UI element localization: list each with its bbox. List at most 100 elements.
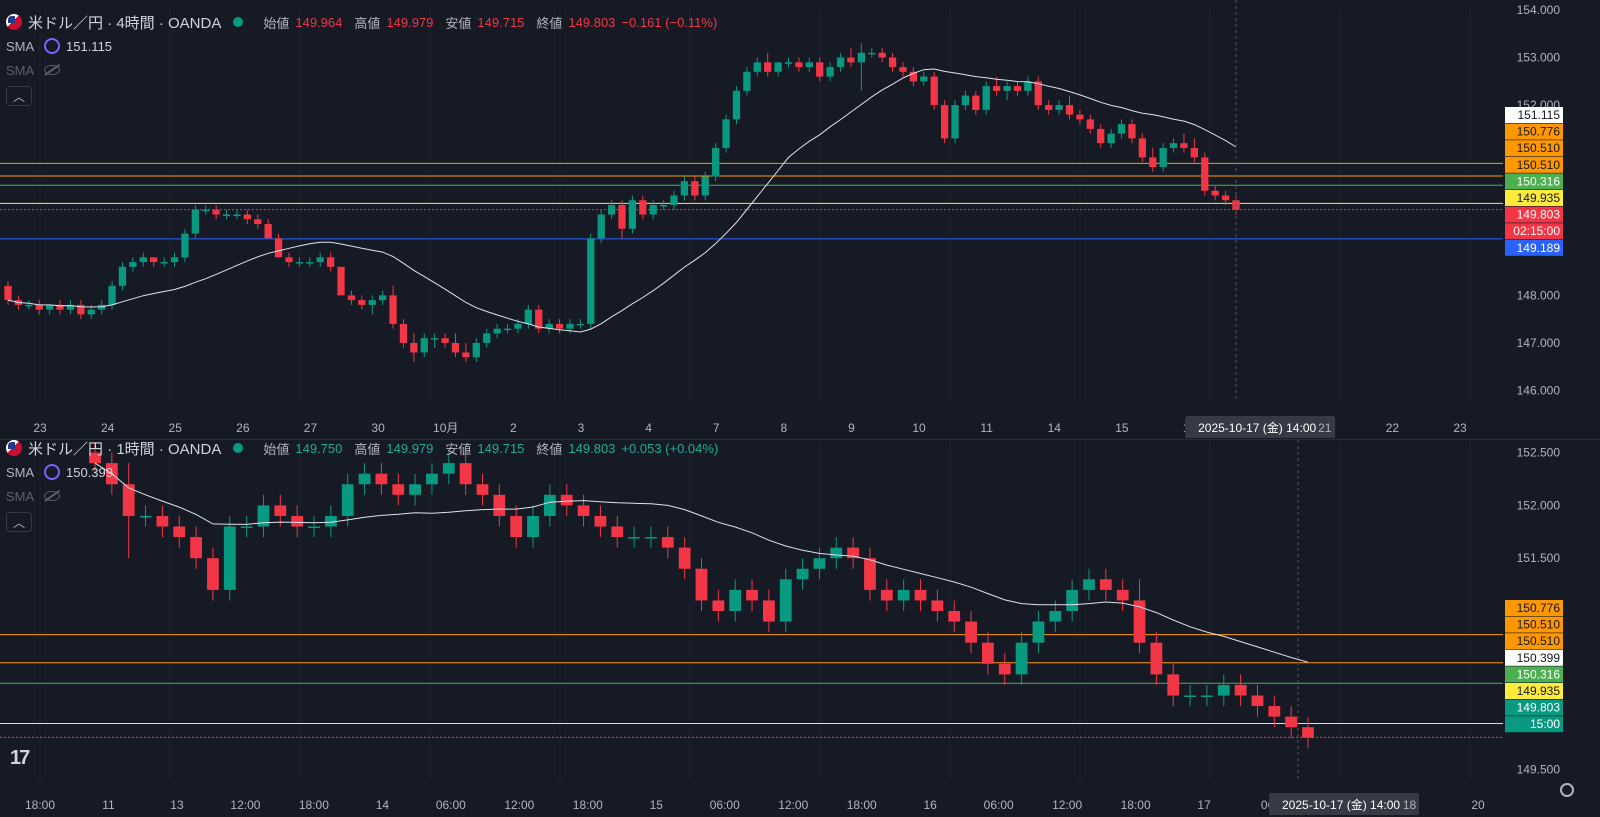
price-tag-label: 150.510 [1517,618,1561,632]
time-tick-label: 14 [1048,421,1062,435]
time-tick-label: 30 [371,421,385,435]
time-tick-label: 25 [169,421,183,435]
price-tag-badge [1505,716,1563,733]
time-tick-label: 06:00 [436,798,466,812]
candle-body [661,537,674,548]
candle-body [639,200,647,215]
candle-body [89,452,101,464]
candle-body [1032,621,1045,643]
sma-label[interactable]: SMA [6,464,35,480]
candle-body [691,181,699,196]
candle-body [1076,114,1084,120]
close-label: 終値 [536,441,563,457]
candle-body [1217,684,1230,696]
candle-body [607,205,616,215]
candle-body [753,62,761,72]
candle-body [510,515,523,538]
candle-body [1167,674,1180,696]
candle-body [920,76,928,82]
gear-icon[interactable] [1560,783,1574,797]
symbol-title[interactable]: 米ドル／円 · 1時間 · OANDA [28,440,222,458]
price-tag-badge [1505,190,1563,206]
candle-body [472,342,480,358]
sma-hidden-label[interactable]: SMA [6,62,35,78]
sma-hidden-label[interactable]: SMA [6,488,35,504]
time-tick-label: 15 [650,798,664,812]
candle-body [254,219,262,225]
price-tick-label: 152.000 [1517,498,1561,512]
sma-indicator-icon [44,464,60,480]
price-tick-label: 148.000 [1517,288,1561,302]
price-tag-badge [1505,239,1563,256]
candle-body [649,205,657,215]
chart-pane-4h[interactable]: 154.000153.000152.000149.000148.000147.0… [0,0,1600,440]
candle-body [389,295,397,324]
crosshair-time-badge [1269,793,1420,815]
price-tag-badge [1505,173,1563,190]
tradingview-logo[interactable]: 17 [10,747,30,769]
price-tag-label: 149.803 [1517,208,1561,222]
candle-body [326,257,335,267]
candle-body [868,52,876,55]
crosshair-time-badge [1185,416,1336,438]
chevron-up-icon: ︿ [12,89,25,104]
candle-body [576,323,585,326]
collapse-legend-button[interactable]: ︿ [6,512,32,532]
candle-body [25,304,33,307]
price-tag-label: 150.510 [1517,158,1561,172]
candle-body [316,257,324,263]
candle-body [940,105,949,139]
symbol-title[interactable]: 米ドル／円 · 4時間 · OANDA [28,14,222,32]
candle-body [4,285,12,301]
candle-body [597,214,605,239]
time-tick-label: 2025-10-17 (金) 14:00 [1282,797,1400,812]
price-tag-label: 150.316 [1517,174,1561,188]
candlestick-chart-4h[interactable]: 154.000153.000152.000149.000148.000147.0… [0,0,1600,440]
candle-body [368,300,376,305]
us-jp-flag-icon [6,440,22,456]
candle-body [1159,147,1167,167]
candle-body [1107,133,1115,144]
eye-hidden-icon[interactable] [44,491,60,501]
candle-body [264,224,272,239]
candle-body [701,176,709,196]
candle-body [160,262,168,264]
price-tag-label: 15:00 [1530,717,1560,731]
price-tag-label: 02:15:00 [1513,224,1560,238]
candle-body [847,547,860,559]
price-tag-label: 150.399 [1517,651,1561,665]
collapse-legend-button[interactable]: ︿ [6,86,32,106]
candle-body [173,526,186,538]
time-tick-label: 17 [1197,798,1211,812]
candle-body [409,484,421,495]
price-tag-label: 150.776 [1517,601,1561,615]
candle-body [240,526,253,528]
candle-body [796,568,809,580]
price-tag-label: 150.316 [1517,667,1561,681]
price-tick-label: 152.500 [1517,446,1561,460]
candle-body [1234,684,1247,696]
candle-body [847,57,855,63]
candle-body [982,86,990,110]
candle-body [108,285,116,305]
candle-body [45,304,54,310]
time-tick-label: 06:00 [984,798,1014,812]
candle-body [1302,727,1314,738]
candle-body [762,600,775,622]
sma-label[interactable]: SMA [6,38,35,54]
time-tick-label: 10 [912,421,926,435]
candle-body [341,484,354,516]
candle-body [1003,86,1011,91]
candle-body [1150,642,1163,675]
price-tick-label: 151.500 [1517,551,1561,565]
eye-hidden-icon[interactable] [44,65,60,75]
time-tick-label: 8 [780,421,787,435]
candle-body [451,342,460,353]
candle-body [914,589,927,601]
candle-body [993,86,1001,91]
candle-body [1169,143,1178,148]
chart-pane-1h[interactable]: 152.500 152.000 151.500 149.500 18:00 11 13 12:… [0,440,1600,817]
candle-body [191,209,199,234]
candle-body [982,642,994,664]
candlestick-chart-1h[interactable]: 152.500 152.000 151.500 149.500 18:00 11 13 12:… [0,440,1600,817]
